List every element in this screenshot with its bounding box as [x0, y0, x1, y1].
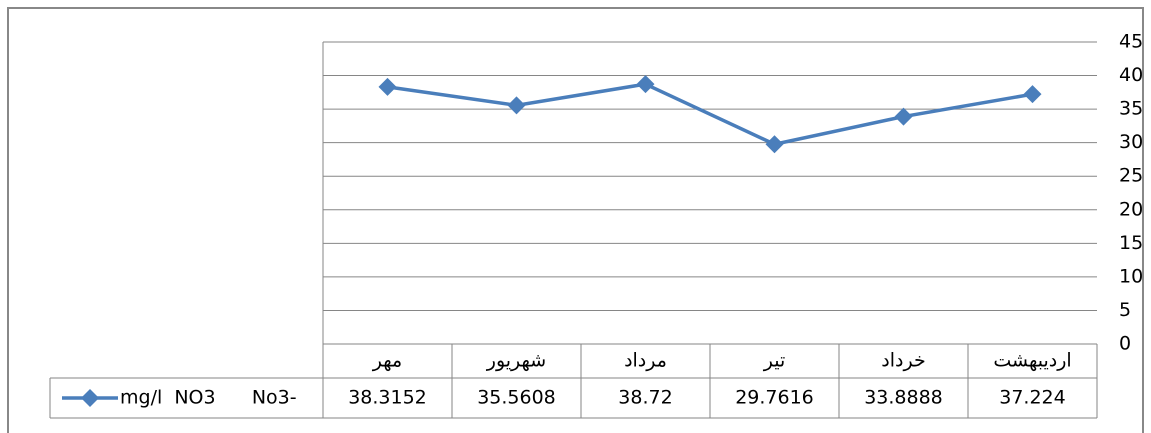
- y-tick-label: 0: [1119, 333, 1131, 355]
- point-marker: [1023, 85, 1042, 104]
- y-tick-label: 35: [1119, 98, 1143, 120]
- point-marker: [894, 107, 913, 126]
- point-marker: [378, 77, 397, 96]
- x-tick-label: شهریور: [486, 350, 546, 372]
- y-tick-label: 10: [1119, 265, 1143, 287]
- y-tick-label: 40: [1119, 64, 1143, 86]
- point-marker: [636, 75, 655, 94]
- table-value: 33.8888: [864, 387, 943, 409]
- point-marker: [507, 96, 526, 115]
- x-tick-label: خرداد: [881, 350, 925, 372]
- chart-frame: [7, 7, 1144, 433]
- x-tick-label: مرداد: [624, 350, 667, 372]
- table-value: 38.72: [618, 387, 672, 409]
- legend-label: mg/l NO3 No3-: [120, 387, 297, 409]
- point-marker: [765, 135, 784, 154]
- y-tick-label: 30: [1119, 131, 1143, 153]
- table-value: 29.7616: [735, 387, 814, 409]
- legend-marker: [81, 389, 99, 407]
- y-tick-label: 20: [1119, 198, 1143, 220]
- y-tick-label: 5: [1119, 299, 1131, 321]
- table-value: 35.5608: [477, 387, 556, 409]
- y-tick-label: 45: [1119, 31, 1143, 53]
- x-tick-label: مهر: [372, 350, 402, 372]
- series-line: [387, 82, 1033, 147]
- y-tick-label: 25: [1119, 165, 1143, 187]
- y-tick-label: 15: [1119, 232, 1143, 254]
- table-value: 38.3152: [348, 387, 427, 409]
- x-tick-label: تیر: [763, 350, 786, 372]
- table-value: 37.224: [999, 387, 1065, 409]
- x-tick-label: اردیبهشت: [993, 350, 1071, 372]
